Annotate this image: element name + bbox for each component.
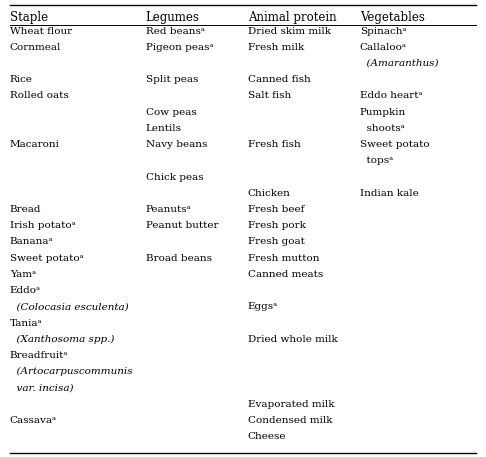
Text: (Artocarpuscommunis: (Artocarpuscommunis <box>10 367 132 376</box>
Text: Staple: Staple <box>10 11 48 24</box>
Text: Irish potatoᵃ: Irish potatoᵃ <box>10 221 75 230</box>
Text: Fresh fish: Fresh fish <box>248 140 301 149</box>
Text: Legumes: Legumes <box>146 11 200 24</box>
Text: Animal protein: Animal protein <box>248 11 336 24</box>
Text: Sweet potatoᵃ: Sweet potatoᵃ <box>10 254 84 263</box>
Text: Callalooᵃ: Callalooᵃ <box>360 43 407 52</box>
Text: Red beansᵃ: Red beansᵃ <box>146 27 205 36</box>
Text: Fresh milk: Fresh milk <box>248 43 304 52</box>
Text: Fresh mutton: Fresh mutton <box>248 254 319 263</box>
Text: Bananaᵃ: Bananaᵃ <box>10 238 53 246</box>
Text: Condensed milk: Condensed milk <box>248 416 332 425</box>
Text: Fresh goat: Fresh goat <box>248 238 305 246</box>
Text: Cassavaᵃ: Cassavaᵃ <box>10 416 57 425</box>
Text: shootsᵃ: shootsᵃ <box>360 124 404 133</box>
Text: Lentils: Lentils <box>146 124 182 133</box>
Text: (Amaranthus): (Amaranthus) <box>360 59 438 68</box>
Text: Canned fish: Canned fish <box>248 75 311 84</box>
Text: Indian kale: Indian kale <box>360 189 418 198</box>
Text: Cow peas: Cow peas <box>146 108 196 117</box>
Text: Bread: Bread <box>10 205 41 214</box>
Text: Rolled oats: Rolled oats <box>10 91 69 101</box>
Text: Pigeon peasᵃ: Pigeon peasᵃ <box>146 43 213 52</box>
Text: Navy beans: Navy beans <box>146 140 207 149</box>
Text: Taniaᵃ: Taniaᵃ <box>10 319 42 328</box>
Text: Yamᵃ: Yamᵃ <box>10 270 36 279</box>
Text: Macaroni: Macaroni <box>10 140 60 149</box>
Text: Eddoᵃ: Eddoᵃ <box>10 286 41 295</box>
Text: Fresh beef: Fresh beef <box>248 205 304 214</box>
Text: Salt fish: Salt fish <box>248 91 291 101</box>
Text: Evaporated milk: Evaporated milk <box>248 400 334 409</box>
Text: topsᵃ: topsᵃ <box>360 156 393 165</box>
Text: Peanut butter: Peanut butter <box>146 221 218 230</box>
Text: Peanutsᵃ: Peanutsᵃ <box>146 205 191 214</box>
Text: Rice: Rice <box>10 75 33 84</box>
Text: Eggsᵃ: Eggsᵃ <box>248 303 278 311</box>
Text: Chick peas: Chick peas <box>146 173 204 181</box>
Text: (Colocasia esculenta): (Colocasia esculenta) <box>10 303 128 311</box>
Text: Eddo heartᵃ: Eddo heartᵃ <box>360 91 422 101</box>
Text: Dried skim milk: Dried skim milk <box>248 27 331 36</box>
Text: Cornmeal: Cornmeal <box>10 43 61 52</box>
Text: Split peas: Split peas <box>146 75 198 84</box>
Text: Chicken: Chicken <box>248 189 291 198</box>
Text: Spinachᵃ: Spinachᵃ <box>360 27 406 36</box>
Text: Dried whole milk: Dried whole milk <box>248 335 338 344</box>
Text: Fresh pork: Fresh pork <box>248 221 306 230</box>
Text: var. incisa): var. incisa) <box>10 383 73 393</box>
Text: Canned meats: Canned meats <box>248 270 323 279</box>
Text: Breadfruitᵃ: Breadfruitᵃ <box>10 351 68 360</box>
Text: Broad beans: Broad beans <box>146 254 212 263</box>
Text: Vegetables: Vegetables <box>360 11 424 24</box>
Text: Cheese: Cheese <box>248 432 286 441</box>
Text: Pumpkin: Pumpkin <box>360 108 406 117</box>
Text: Sweet potato: Sweet potato <box>360 140 429 149</box>
Text: (Xanthosoma spp.): (Xanthosoma spp.) <box>10 335 114 344</box>
Text: Wheat flour: Wheat flour <box>10 27 72 36</box>
